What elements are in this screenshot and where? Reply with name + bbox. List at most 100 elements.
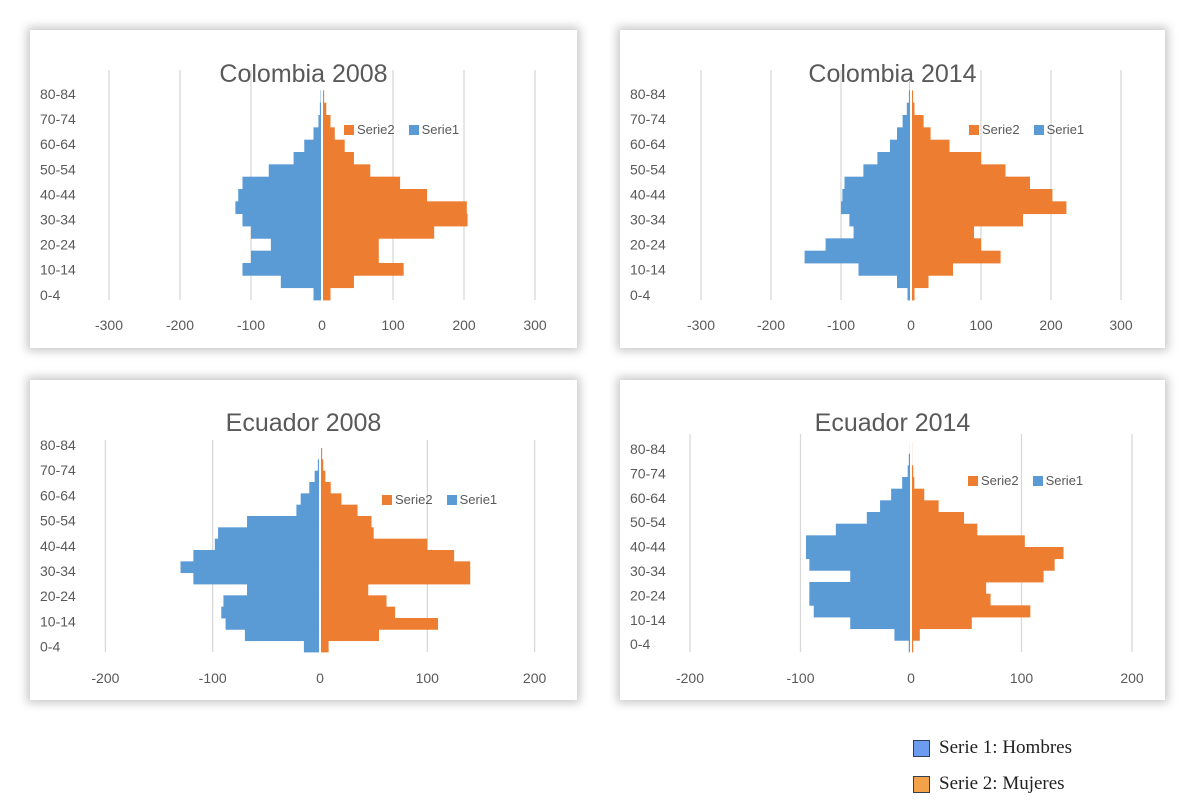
x-tick-label: -100 xyxy=(827,317,855,333)
bar-serie1-0 xyxy=(313,287,322,301)
bar-serie2-11 xyxy=(911,512,965,525)
bar-serie2-4 xyxy=(322,238,379,252)
bar-serie1-14 xyxy=(902,115,911,128)
y-tick-label: 70-74 xyxy=(40,462,76,478)
x-tick-label: 200 xyxy=(452,317,476,333)
y-tick-label: 20-24 xyxy=(40,588,76,604)
y-tick-label: 80-84 xyxy=(630,86,666,102)
bar-serie1-6 xyxy=(242,213,322,227)
bar-serie1-8 xyxy=(806,547,911,560)
bar-serie1-7 xyxy=(180,561,320,574)
legend-swatch-serie2 xyxy=(382,494,392,505)
bar-serie2-13 xyxy=(911,488,925,501)
bar-serie2-14 xyxy=(322,115,331,128)
chart-ecuador-2014-plot: 0-4 10-14 20-24 30-34 40-44 50-54 60-64 70-74 80… xyxy=(630,434,1144,686)
y-tick-label: 30-34 xyxy=(630,212,666,228)
key-swatch-serie1 xyxy=(913,739,930,757)
bar-serie2-0 xyxy=(911,287,915,301)
bar-serie1-12 xyxy=(890,139,911,153)
bar-serie1-12 xyxy=(304,139,322,153)
bar-serie2-15 xyxy=(911,465,914,478)
x-tick-label: -100 xyxy=(237,317,265,333)
plot-area: 0-4 10-14 20-24 30-34 40-44 50-54 60-64 70-74 80… xyxy=(630,70,1133,333)
bar-serie1-2 xyxy=(858,263,911,276)
bar-serie2-3 xyxy=(320,606,396,619)
y-tick-label: 80-84 xyxy=(40,86,76,102)
chart-colombia-2008: 0-4 10-14 20-24 30-34 40-44 50-54 60-64 70-74 80… xyxy=(30,30,577,348)
x-tick-label: 100 xyxy=(416,670,440,686)
plot-area: 0-4 10-14 20-24 30-34 40-44 50-54 60-64 70-74 80… xyxy=(40,70,547,333)
key-label-serie1: Serie 1: Hombres xyxy=(939,737,1072,758)
bar-serie1-1 xyxy=(244,629,320,642)
bar-serie1-12 xyxy=(880,500,911,513)
legend-label-serie2: Serie2 xyxy=(982,122,1020,137)
legend-swatch-serie2 xyxy=(968,475,978,486)
y-tick-label: 60-64 xyxy=(40,487,76,503)
x-tick-label: 0 xyxy=(316,670,324,686)
chart-colombia-2008-plot: 0-4 10-14 20-24 30-34 40-44 50-54 60-64 70-74 80… xyxy=(40,70,547,333)
bar-serie2-4 xyxy=(911,593,991,606)
bar-serie1-1 xyxy=(894,628,911,641)
bar-serie1-3 xyxy=(221,606,320,619)
bar-serie2-12 xyxy=(320,504,358,517)
bar-serie1-4 xyxy=(809,593,911,606)
x-tick-label: 100 xyxy=(969,317,993,333)
bar-serie2-1 xyxy=(320,629,380,642)
x-tick-label: -200 xyxy=(676,670,704,686)
chart-title: Ecuador 2008 xyxy=(225,409,382,437)
y-tick-label: 70-74 xyxy=(630,465,666,481)
bar-serie2-4 xyxy=(320,595,387,608)
legend-swatch-serie1 xyxy=(1032,475,1043,486)
bar-serie2-4 xyxy=(911,238,981,252)
bar-serie1-4 xyxy=(223,595,320,608)
bar-serie2-7 xyxy=(911,201,1067,215)
bar-serie2-16 xyxy=(322,90,325,104)
bar-serie2-6 xyxy=(320,572,471,585)
bar-serie2-14 xyxy=(911,115,924,128)
chart-ecuador-2014: 0-4 10-14 20-24 30-34 40-44 50-54 60-64 70-74 80… xyxy=(620,380,1165,700)
x-tick-label: 100 xyxy=(1010,670,1034,686)
bar-serie1-8 xyxy=(238,189,322,202)
bar-serie2-8 xyxy=(320,550,455,562)
legend-item-serie2: Serie2 xyxy=(344,122,395,137)
bar-serie2-0 xyxy=(911,640,914,653)
y-tick-label: 10-14 xyxy=(630,612,666,628)
bar-serie2-10 xyxy=(911,164,1006,178)
chart-legend: Serie2 Serie1 xyxy=(968,473,1097,488)
key-serie2: Serie 2: Mujeres xyxy=(913,773,1065,795)
y-tick-label: 40-44 xyxy=(40,186,76,202)
x-tick-label: 0 xyxy=(907,670,915,686)
bar-serie1-15 xyxy=(906,102,911,116)
bar-serie1-10 xyxy=(835,523,911,536)
bar-serie2-3 xyxy=(322,250,379,264)
chart-colombia-2014: 0-4 10-14 20-24 30-34 40-44 50-54 60-64 70-74 80… xyxy=(620,30,1165,348)
bar-serie1-11 xyxy=(877,152,911,165)
bar-serie1-16 xyxy=(317,459,320,472)
y-tick-label: 70-74 xyxy=(40,111,76,127)
bar-serie1-10 xyxy=(268,164,322,178)
key-serie1: Serie 1: Hombres xyxy=(913,737,1072,759)
legend-label-serie2: Serie2 xyxy=(395,492,433,507)
x-tick-label: 0 xyxy=(318,317,326,333)
bar-serie2-14 xyxy=(911,477,915,490)
bar-serie1-13 xyxy=(897,127,911,141)
legend-label-serie2: Serie2 xyxy=(981,473,1019,488)
bar-serie1-15 xyxy=(314,470,320,483)
bar-serie2-17 xyxy=(320,448,323,460)
bar-serie2-12 xyxy=(911,500,939,513)
bar-serie2-2 xyxy=(911,263,953,276)
bar-serie1-7 xyxy=(235,201,322,215)
bar-serie1-0 xyxy=(907,287,911,301)
bar-serie1-2 xyxy=(242,263,322,276)
bar-serie2-13 xyxy=(320,493,342,506)
chart-legend: Serie2 Serie1 xyxy=(344,122,473,137)
bar-serie2-5 xyxy=(322,226,435,239)
bar-serie1-9 xyxy=(214,538,320,551)
bar-serie1-13 xyxy=(300,493,320,506)
legend-item-serie2: Serie2 xyxy=(968,473,1019,488)
legend-label-serie1: Serie1 xyxy=(459,492,498,507)
bar-serie2-8 xyxy=(911,547,1064,560)
bar-serie1-11 xyxy=(293,152,322,165)
bar-serie2-0 xyxy=(322,287,331,301)
bar-serie1-6 xyxy=(849,213,911,227)
